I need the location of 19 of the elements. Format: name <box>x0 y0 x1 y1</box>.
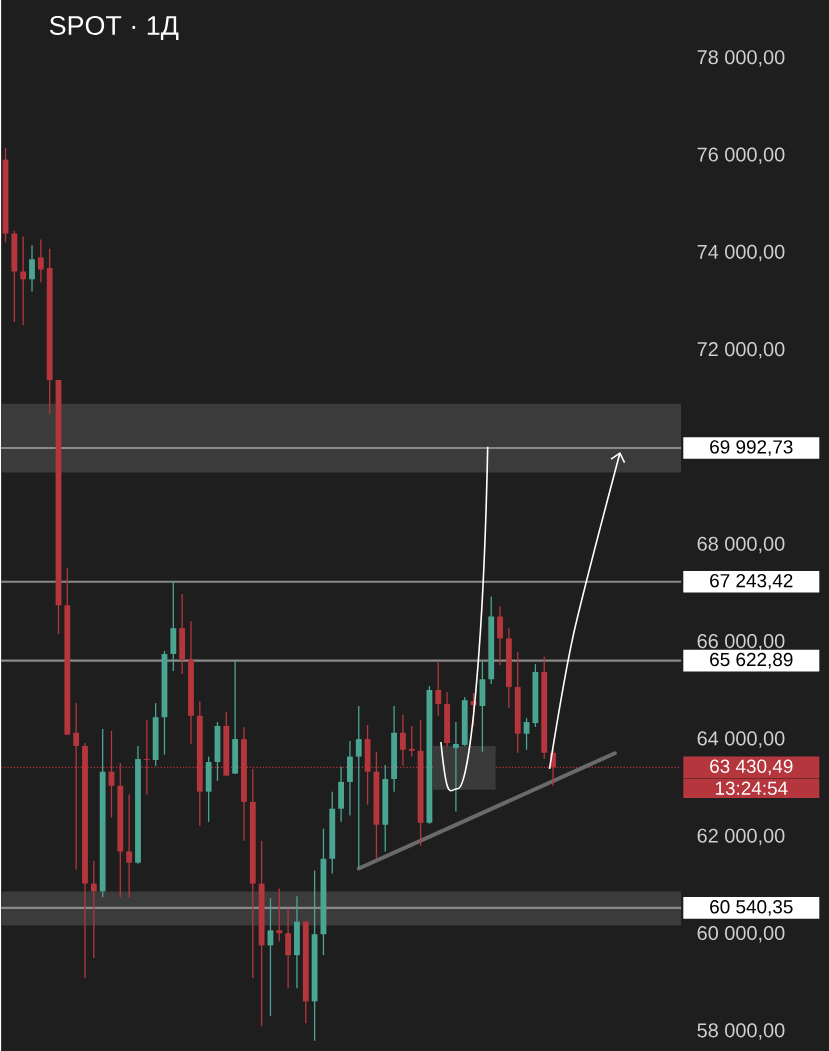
y-tick-label: 74 000,00 <box>697 244 785 262</box>
ref-line-label: 65 622,89 <box>710 652 793 669</box>
candlestick <box>37 238 44 283</box>
text: 13:24:54 <box>715 781 788 795</box>
y-tick-label: 72 000,00 <box>697 342 785 359</box>
ref-line-label: 60 540,35 <box>710 900 793 916</box>
candlestick <box>408 725 415 758</box>
y-tick-label: 62 000,00 <box>697 828 785 846</box>
y-tick-label: 66 000,00 <box>697 634 785 651</box>
ref-line-label: 63 430,49 <box>710 759 793 776</box>
y-tick-label: 78 000,00 <box>697 50 785 67</box>
y-tick-label: 68 000,00 <box>697 536 785 554</box>
ref-line-label: 69 992,73 <box>710 440 793 456</box>
ref-line-label: 67 243,42 <box>710 573 793 590</box>
y-tick-label: 60 000,00 <box>697 926 785 943</box>
text: SPOT · 1Д <box>49 15 179 41</box>
y-tick-label: 58 000,00 <box>697 1023 785 1040</box>
y-tick-label: 64 000,00 <box>697 731 785 748</box>
y-tick-label: 76 000,00 <box>697 147 785 164</box>
